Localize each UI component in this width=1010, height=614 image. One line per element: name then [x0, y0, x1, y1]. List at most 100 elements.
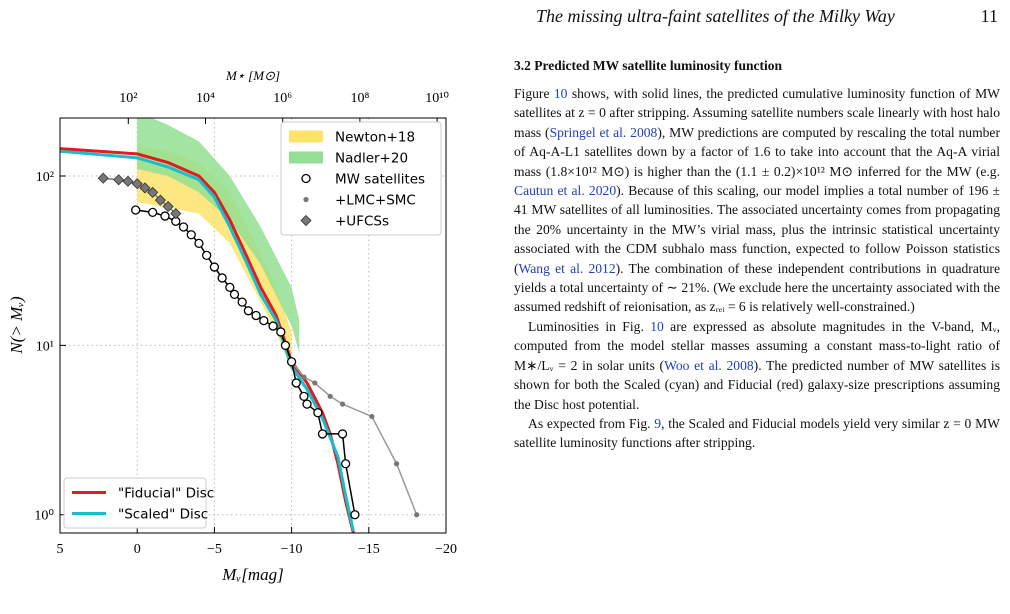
text-run: are expressed as absolute magnitudes in …	[514, 318, 1000, 373]
legend-label: +LMC+SMC	[335, 193, 416, 209]
data-point	[209, 262, 220, 272]
paragraph: Luminosities in Fig. 10 are expressed as…	[514, 317, 1000, 414]
data-point	[162, 200, 174, 213]
legend-box	[63, 477, 207, 529]
data-point	[225, 282, 235, 293]
y-tick-label: 10⁰	[34, 509, 54, 524]
citation-link[interactable]: Springel et al. 2008	[549, 124, 658, 140]
x2-axis-label: M⋆ [M⊙]	[225, 68, 280, 83]
data-point	[160, 211, 170, 221]
citation-link[interactable]: Woo et al. 2008	[664, 357, 754, 373]
band	[137, 146, 292, 372]
data-point	[259, 315, 269, 326]
data-point	[217, 273, 227, 283]
band	[137, 118, 300, 354]
legend-marker	[303, 196, 309, 203]
data-point	[139, 182, 151, 194]
data-point	[268, 321, 278, 331]
series-line	[291, 361, 418, 515]
citation-link[interactable]: 10	[553, 86, 568, 101]
x-tick-label: 5	[57, 542, 64, 557]
data-point	[251, 310, 261, 321]
legend-label: Newton+18	[335, 130, 415, 146]
data-point	[369, 413, 375, 420]
legend-marker	[301, 173, 311, 184]
text-column: 3.2 Predicted MW satellite luminosity fu…	[514, 58, 1000, 453]
series-line	[60, 149, 355, 532]
legend-label: "Fiducial" Disc	[118, 486, 214, 502]
data-point	[414, 512, 420, 518]
data-point	[147, 186, 159, 198]
data-point	[131, 178, 143, 190]
data-point	[97, 172, 109, 184]
running-title: The missing ultra-faint satellites of th…	[536, 6, 895, 26]
data-point	[339, 401, 346, 407]
data-point	[237, 297, 247, 307]
data-point	[170, 208, 182, 220]
legend-label: "Scaled" Disc	[118, 507, 208, 523]
paragraph: As expected from Fig. 9, the Scaled and …	[514, 414, 1000, 453]
data-point	[327, 393, 333, 399]
x-tick-label: 0	[134, 542, 141, 557]
text-run: Luminosities in Fig.	[528, 318, 651, 334]
section-heading: 3.2 Predicted MW satellite luminosity fu…	[514, 58, 782, 73]
x-tick-label: −15	[358, 542, 380, 557]
data-point	[113, 174, 125, 186]
text-run: ). The combination of these independent …	[514, 260, 1000, 315]
x-tick-label: −10	[281, 542, 303, 557]
data-point	[229, 289, 240, 300]
x-tick-label: −5	[207, 542, 222, 557]
legend-swatch	[289, 130, 323, 143]
citation-link[interactable]: 10	[650, 318, 664, 334]
x2-tick-label: 10⁸	[350, 91, 369, 106]
legend-label: MW satellites	[335, 172, 425, 188]
data-point	[276, 327, 286, 337]
text-run: ), MW predictions are computed by rescal…	[514, 124, 1000, 179]
data-point	[312, 380, 318, 386]
data-point	[154, 194, 166, 206]
text-run: , the Scaled and Fiducial models yield v…	[514, 415, 1000, 451]
x2-tick-label: 10⁴	[196, 91, 215, 106]
paragraph: Figure 10 shows, with solid lines, the p…	[514, 84, 1000, 317]
citation-link[interactable]: Cautun et al. 2020	[514, 183, 617, 199]
citation-link[interactable]: Wang et al. 2012	[518, 260, 616, 276]
page-number: 11	[980, 6, 998, 26]
data-point	[291, 378, 301, 388]
x2-tick-label: 10⁶	[273, 91, 292, 106]
text-run: shows, with solid lines, the predicted c…	[514, 86, 1000, 140]
data-point	[350, 510, 360, 520]
data-point	[286, 357, 297, 367]
text-run: Figure	[514, 86, 554, 101]
y-tick-label: 10¹	[36, 339, 54, 354]
plot-area	[60, 118, 446, 533]
data-point	[122, 175, 134, 187]
x2-tick-label: 10¹⁰	[425, 91, 449, 106]
data-point	[313, 408, 323, 418]
data-point	[299, 391, 309, 401]
legend-label: Nadler+20	[335, 151, 408, 167]
data-point	[302, 399, 312, 409]
legend-label: +UFCSs	[335, 214, 389, 230]
legend-swatch	[289, 151, 323, 164]
data-point	[280, 340, 291, 351]
data-point	[202, 250, 212, 260]
y-tick-label: 10²	[36, 170, 54, 185]
figure: Mᵥ[mag] N(> Mᵥ) M⋆ [M⊙] 5 0 −5 −10 −15 −20 10⁰…	[7, 68, 457, 584]
data-point	[301, 374, 307, 380]
data-point	[393, 461, 400, 467]
x-axis-label: Mᵥ[mag]	[221, 565, 283, 584]
legend-box	[280, 121, 442, 236]
text-run: As expected from Fig.	[528, 415, 655, 431]
x-tick-label: −20	[435, 542, 457, 557]
data-point	[186, 230, 196, 240]
x2-tick-label: 10²	[119, 91, 137, 106]
y-axis-label: N(> Mᵥ)	[7, 296, 26, 355]
axes-frame	[59, 117, 447, 534]
text-run: ). Because of this scaling, our model im…	[514, 183, 1001, 276]
data-point	[337, 429, 348, 439]
data-point	[178, 222, 189, 232]
citation-link[interactable]: 9	[654, 415, 662, 431]
data-point	[194, 238, 204, 249]
data-point	[340, 459, 351, 469]
